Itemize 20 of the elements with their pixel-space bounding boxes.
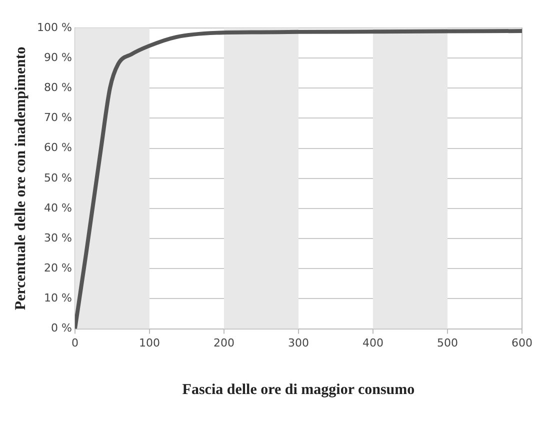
x-tick-label: 200: [213, 336, 234, 350]
y-tick-label: 60 %: [44, 141, 72, 154]
x-tick-label: 300: [288, 336, 309, 350]
y-tick-label: 90 %: [44, 50, 72, 64]
y-axis-title: Percentuale delle ore con inadempimento: [12, 46, 29, 310]
y-tick-label: 50 %: [44, 171, 72, 184]
y-tick-label: 40 %: [44, 201, 72, 214]
y-tick-label: 10 %: [44, 292, 72, 305]
y-tick-label: 100 %: [36, 20, 72, 34]
y-tick-label: 0 %: [50, 322, 72, 335]
x-tick-label: 600: [512, 336, 532, 350]
x-tick-label: 0: [71, 336, 78, 350]
x-axis-title: Fascia delle ore di maggior consumo: [182, 382, 415, 398]
x-tick-label: 500: [436, 336, 458, 350]
y-tick-label: 20 %: [44, 262, 72, 274]
x-tick-label: 400: [362, 336, 384, 350]
x-tick-label: 100: [138, 336, 160, 350]
y-tick-label: 70 %: [44, 111, 72, 124]
y-tick-label: 80 %: [44, 81, 72, 94]
y-tick-label: 30 %: [44, 231, 72, 244]
